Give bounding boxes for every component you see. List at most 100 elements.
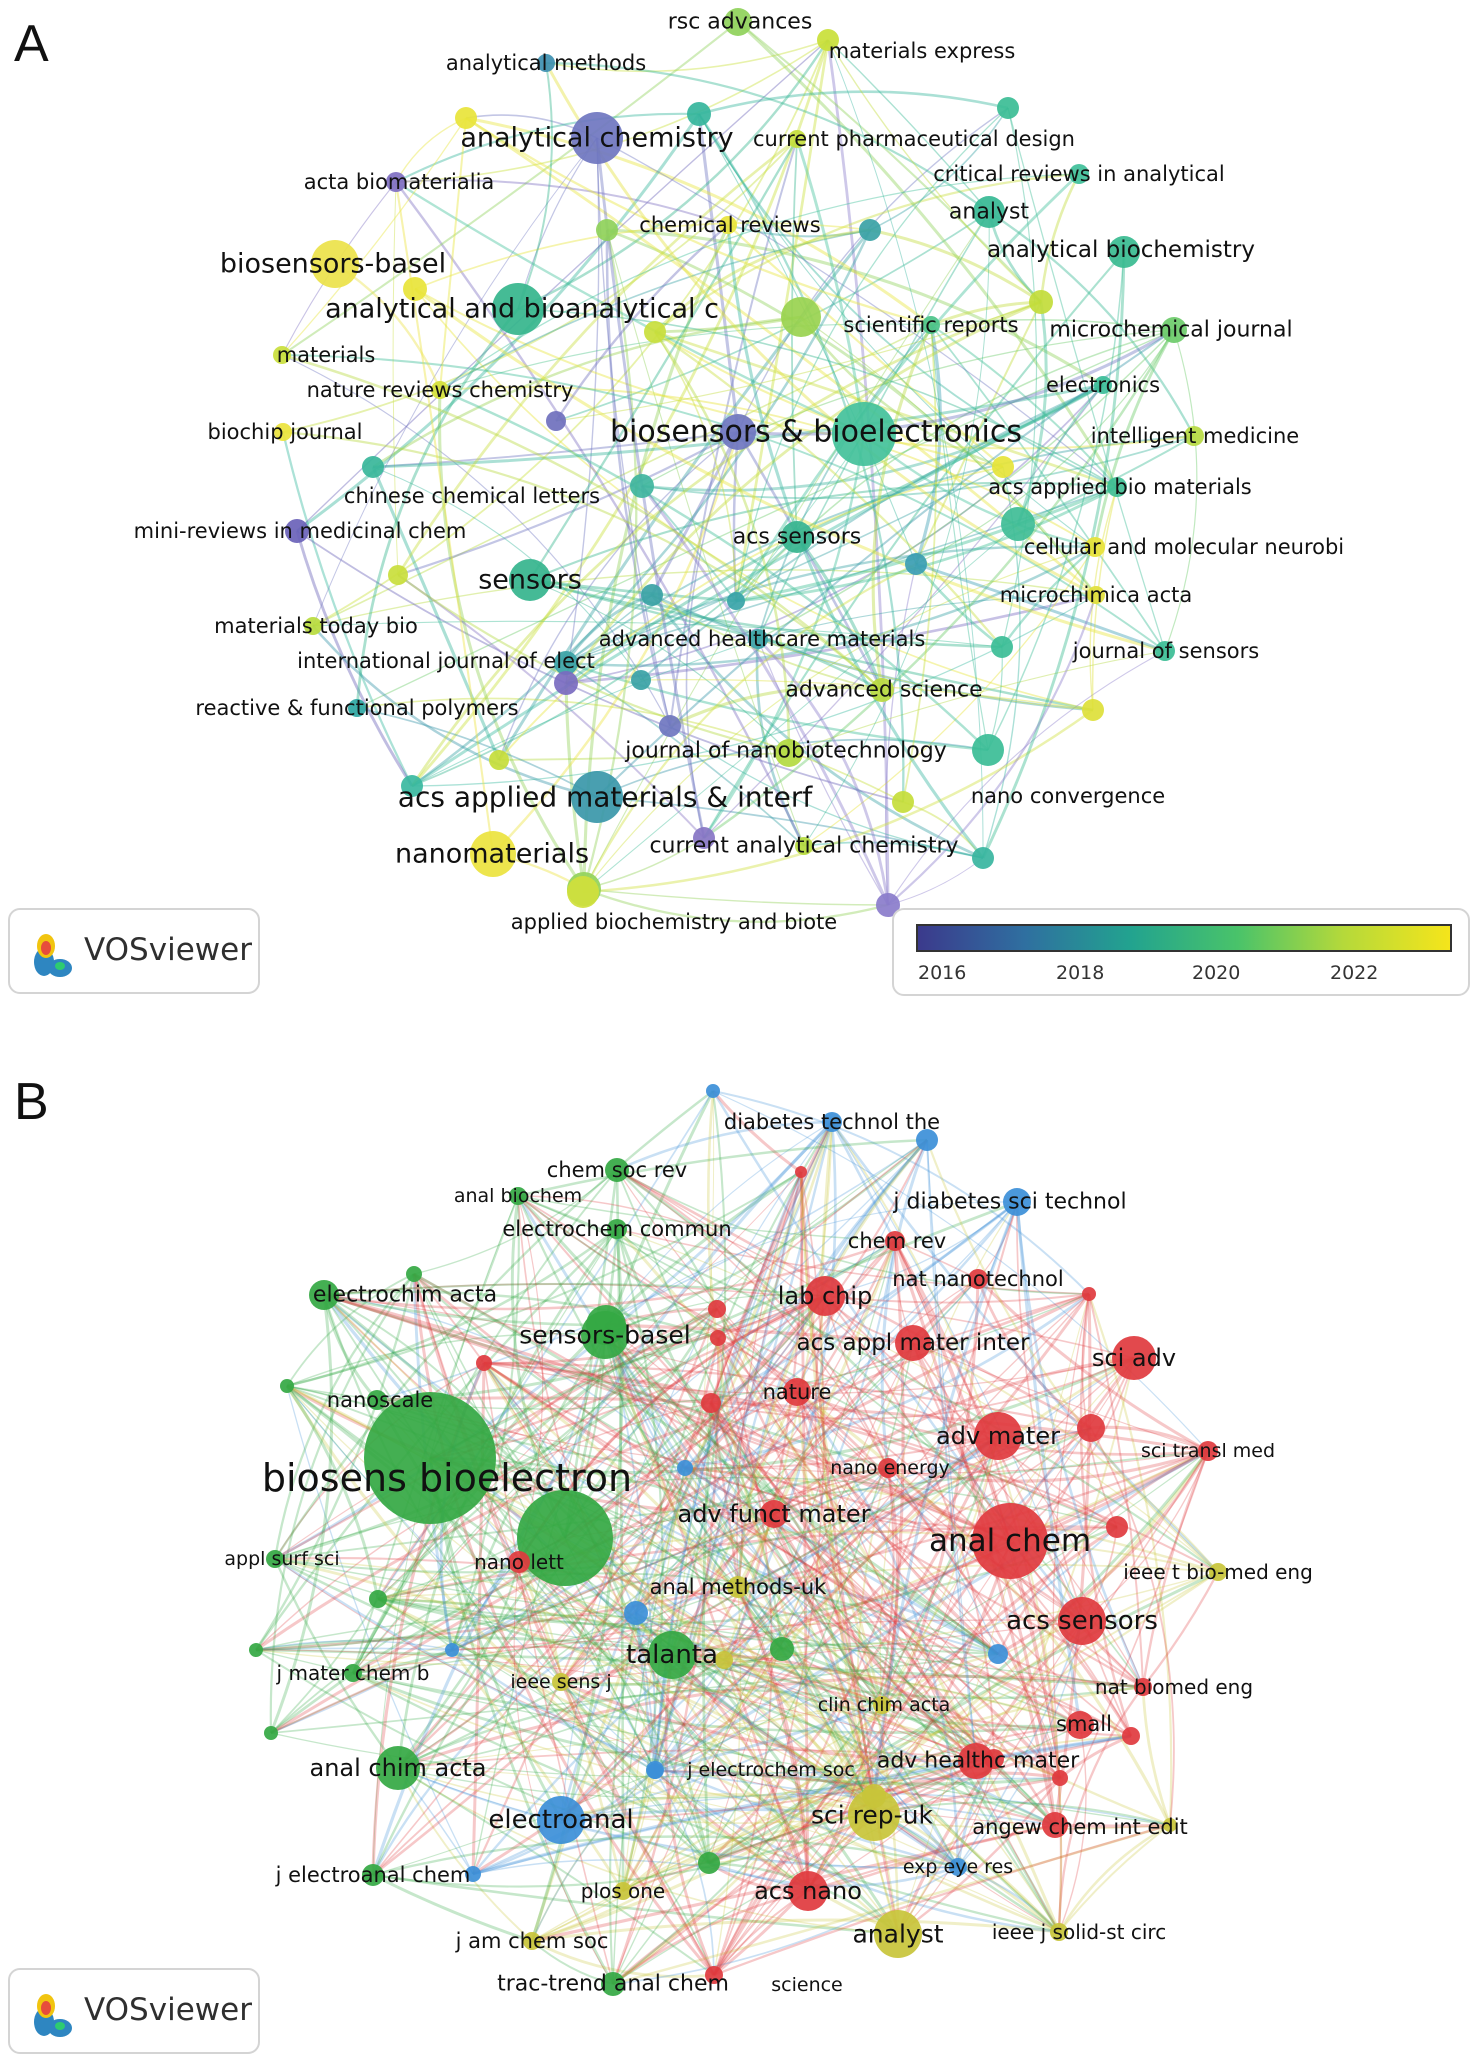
unlabeled-node[interactable] <box>455 107 477 129</box>
unlabeled-node[interactable] <box>465 1866 481 1882</box>
unlabeled-node[interactable] <box>698 1852 720 1874</box>
node-diabetes-technol-the[interactable] <box>822 1112 842 1132</box>
node-nano-energy[interactable] <box>878 1458 898 1478</box>
unlabeled-node[interactable] <box>476 1355 492 1371</box>
node-current-analytical-chemistry[interactable] <box>795 837 813 855</box>
node-microchimica-acta[interactable] <box>1087 586 1105 604</box>
unlabeled-node[interactable] <box>781 297 821 337</box>
node-j-electrochem-soc[interactable] <box>646 1761 664 1779</box>
node-sensors-basel[interactable] <box>581 1311 629 1359</box>
node-acta-biomaterialia[interactable] <box>386 172 406 192</box>
unlabeled-node[interactable] <box>445 1643 459 1657</box>
node-acs-sensors[interactable] <box>781 521 813 553</box>
node-microchemical-journal[interactable] <box>1161 317 1187 343</box>
node-small[interactable] <box>1066 1711 1094 1739</box>
node-science[interactable] <box>705 1966 723 1984</box>
node-chem-soc-rev[interactable] <box>605 1158 629 1182</box>
node-materials[interactable] <box>273 346 291 364</box>
node-plos-one[interactable] <box>614 1882 632 1900</box>
node-analytical-and-bioanalytical-c[interactable] <box>492 283 544 335</box>
node-sensors[interactable] <box>509 559 551 601</box>
node-analytical-chemistry[interactable] <box>571 112 623 164</box>
node-acs-nano[interactable] <box>788 1871 828 1911</box>
unlabeled-node[interactable] <box>517 1490 613 1586</box>
unlabeled-node[interactable] <box>708 1300 726 1318</box>
unlabeled-node[interactable] <box>916 1129 938 1151</box>
node-sci-transl-med[interactable] <box>1198 1441 1218 1461</box>
node-sci-rep-uk[interactable] <box>848 1789 900 1841</box>
unlabeled-node[interactable] <box>1082 1287 1096 1301</box>
node-rsc-advances[interactable] <box>724 8 752 36</box>
node-angew-chem-int-edit[interactable] <box>1042 1812 1068 1838</box>
node-electroanal[interactable] <box>537 1796 585 1844</box>
node-chinese-chemical-letters[interactable] <box>630 474 654 498</box>
unlabeled-node[interactable] <box>406 1266 422 1282</box>
unlabeled-node[interactable] <box>720 414 756 450</box>
unlabeled-node[interactable] <box>687 102 711 126</box>
node-applied-biochemistry-and-biote[interactable] <box>567 876 599 908</box>
node-clin-chim-acta[interactable] <box>873 1696 891 1714</box>
unlabeled-node[interactable] <box>1052 1770 1068 1786</box>
unlabeled-node[interactable] <box>1001 507 1035 541</box>
node-j-diabetes-sci-technol[interactable] <box>1003 1188 1031 1216</box>
unlabeled-node[interactable] <box>795 1166 807 1178</box>
node-current-pharmaceutical-design[interactable] <box>788 130 806 148</box>
node-analyst[interactable] <box>973 196 1005 228</box>
node-anal-methods-uk[interactable] <box>727 1576 749 1598</box>
unlabeled-node[interactable] <box>596 219 618 241</box>
node-talanta[interactable] <box>648 1631 696 1679</box>
node-electronics[interactable] <box>1094 376 1112 394</box>
unlabeled-node[interactable] <box>905 553 927 575</box>
unlabeled-node[interactable] <box>992 456 1014 478</box>
unlabeled-node[interactable] <box>997 97 1019 119</box>
node-electrochem-commun[interactable] <box>607 1219 627 1239</box>
unlabeled-node[interactable] <box>631 670 651 690</box>
node-biochip-journal[interactable] <box>274 423 292 441</box>
node-advanced-science[interactable] <box>870 678 894 702</box>
node-acs-appl-mater-inter[interactable] <box>895 1325 931 1361</box>
node-chem-rev[interactable] <box>885 1231 905 1251</box>
unlabeled-node[interactable] <box>362 456 384 478</box>
unlabeled-node[interactable] <box>659 715 681 737</box>
unlabeled-node[interactable] <box>388 565 408 585</box>
node-ieee-sens-j[interactable] <box>552 1673 570 1691</box>
node-nanomaterials[interactable] <box>470 831 516 877</box>
unlabeled-node[interactable] <box>972 847 994 869</box>
node-nanoscale[interactable] <box>367 1390 387 1410</box>
node-advanced-healthcare-materials[interactable] <box>748 629 768 649</box>
unlabeled-node[interactable] <box>249 1643 263 1657</box>
unlabeled-node[interactable] <box>876 893 900 917</box>
unlabeled-node[interactable] <box>546 411 566 431</box>
node-j-am-chem-soc[interactable] <box>523 1932 541 1950</box>
unlabeled-node[interactable] <box>264 1726 278 1740</box>
node-adv-funct-mater[interactable] <box>760 1500 788 1528</box>
unlabeled-node[interactable] <box>1106 1516 1128 1538</box>
node-biosens-bioelectron[interactable] <box>364 1392 496 1524</box>
node-nat-biomed-eng[interactable] <box>1134 1678 1152 1696</box>
node-materials-express[interactable] <box>817 29 839 51</box>
node-analytical-biochemistry[interactable] <box>1108 236 1140 268</box>
node-cellular-and-molecular-neurobi[interactable] <box>1085 537 1105 557</box>
unlabeled-node[interactable] <box>892 791 914 813</box>
node-chemical-reviews[interactable] <box>719 216 737 234</box>
node-lab-chip[interactable] <box>805 1276 845 1316</box>
unlabeled-node[interactable] <box>988 1644 1008 1664</box>
unlabeled-node[interactable] <box>644 321 666 343</box>
node-exp-eye-res[interactable] <box>949 1858 967 1876</box>
node-journal-of-sensors[interactable] <box>1155 641 1175 661</box>
node-biosensors-basel[interactable] <box>311 240 359 288</box>
node-international-journal-of-elect[interactable] <box>554 671 578 695</box>
node-nature-reviews-chemistry[interactable] <box>431 381 449 399</box>
node-adv-healthc-mater[interactable] <box>958 1743 994 1779</box>
node-sci-adv[interactable] <box>1112 1336 1156 1380</box>
network-map-b[interactable]: diabetes technol the chem soc rev anal bio… <box>0 1040 1476 2040</box>
node-analytical-methods[interactable] <box>537 54 555 72</box>
unlabeled-node[interactable] <box>280 1379 294 1393</box>
unlabeled-node[interactable] <box>369 1590 387 1608</box>
node-nature[interactable] <box>783 1378 811 1406</box>
unlabeled-node[interactable] <box>1077 1414 1105 1442</box>
unlabeled-node[interactable] <box>1122 1727 1140 1745</box>
node-mini-reviews-in-medicinal-chem[interactable] <box>285 519 309 543</box>
unlabeled-node[interactable] <box>489 750 509 770</box>
node-reactive-functional-polymers[interactable] <box>348 699 366 717</box>
